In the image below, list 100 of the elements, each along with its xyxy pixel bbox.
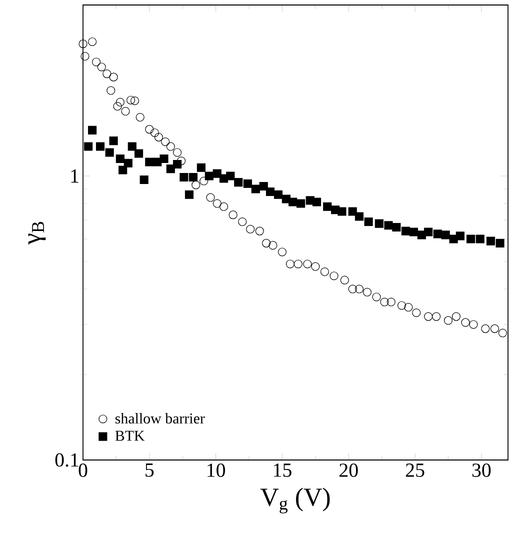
point xyxy=(268,241,278,250)
x-tick-label: 0 xyxy=(78,464,88,477)
point xyxy=(441,230,450,240)
point xyxy=(286,260,294,268)
point xyxy=(433,230,442,238)
point xyxy=(105,148,114,157)
point xyxy=(219,202,228,211)
point xyxy=(311,262,320,271)
point xyxy=(154,132,163,142)
point xyxy=(116,98,124,106)
point xyxy=(92,58,101,66)
point xyxy=(498,328,507,338)
point xyxy=(469,320,478,329)
point xyxy=(496,238,504,248)
point xyxy=(288,198,298,206)
point xyxy=(180,172,188,182)
point xyxy=(173,160,182,169)
point xyxy=(255,226,264,236)
point xyxy=(461,318,470,327)
point xyxy=(374,219,384,228)
point xyxy=(320,267,330,276)
point xyxy=(109,136,118,146)
point xyxy=(466,234,476,244)
point xyxy=(401,226,410,236)
point xyxy=(124,158,132,168)
point xyxy=(130,96,140,106)
point xyxy=(206,193,215,202)
point xyxy=(294,260,302,268)
point xyxy=(161,137,170,146)
x-axis-title: V$_{g}$ (V) xyxy=(260,488,330,514)
point xyxy=(476,234,484,244)
point xyxy=(88,37,97,46)
point xyxy=(278,248,287,256)
point xyxy=(380,298,389,306)
point xyxy=(204,172,214,180)
point xyxy=(303,260,312,268)
point xyxy=(84,142,93,151)
point xyxy=(340,276,349,284)
point xyxy=(97,62,106,72)
point xyxy=(184,190,194,199)
x-tick-label: 15 xyxy=(274,464,292,477)
point xyxy=(444,316,453,325)
point xyxy=(323,202,332,211)
point xyxy=(145,158,154,166)
point xyxy=(212,169,222,178)
point xyxy=(338,207,346,216)
point xyxy=(96,142,105,151)
point xyxy=(166,142,175,151)
point xyxy=(452,312,460,321)
point xyxy=(160,154,168,164)
point xyxy=(424,228,433,236)
point xyxy=(78,40,88,48)
legend-label: BTK xyxy=(115,430,145,441)
point xyxy=(262,238,271,248)
point xyxy=(354,284,364,294)
point xyxy=(424,312,433,321)
point xyxy=(136,112,144,122)
point xyxy=(188,172,198,182)
point xyxy=(384,221,393,230)
point xyxy=(364,217,373,226)
point xyxy=(80,52,90,61)
point xyxy=(456,232,464,240)
point xyxy=(116,154,124,164)
x-tick-label: 25 xyxy=(406,464,424,477)
point xyxy=(88,126,97,134)
point xyxy=(121,106,130,116)
point xyxy=(192,180,200,190)
point xyxy=(196,163,206,172)
point xyxy=(372,292,381,302)
point xyxy=(404,302,413,312)
point xyxy=(226,172,235,180)
point xyxy=(128,142,136,151)
point xyxy=(176,156,186,166)
point xyxy=(386,298,396,306)
point xyxy=(409,228,418,236)
point xyxy=(234,178,243,187)
point xyxy=(109,72,118,82)
legend-label: shallow barrier xyxy=(115,413,205,424)
point xyxy=(330,272,338,280)
point xyxy=(173,148,182,157)
x-tick-label: 10 xyxy=(208,464,226,477)
point xyxy=(200,176,208,186)
point xyxy=(397,301,406,310)
point xyxy=(362,288,372,296)
point xyxy=(246,224,255,234)
x-tick-label: 20 xyxy=(340,464,358,477)
y-axis-title: γ$_{B}$ xyxy=(28,222,46,245)
point xyxy=(266,187,275,196)
point xyxy=(134,149,144,158)
point xyxy=(212,199,222,208)
point xyxy=(243,179,252,188)
point xyxy=(106,86,116,95)
point xyxy=(312,198,322,206)
point xyxy=(228,210,238,220)
point xyxy=(486,236,496,246)
x-tick-label: 30 xyxy=(472,464,491,477)
point xyxy=(113,102,122,111)
point xyxy=(412,308,421,318)
point xyxy=(145,125,154,134)
point xyxy=(490,324,500,333)
